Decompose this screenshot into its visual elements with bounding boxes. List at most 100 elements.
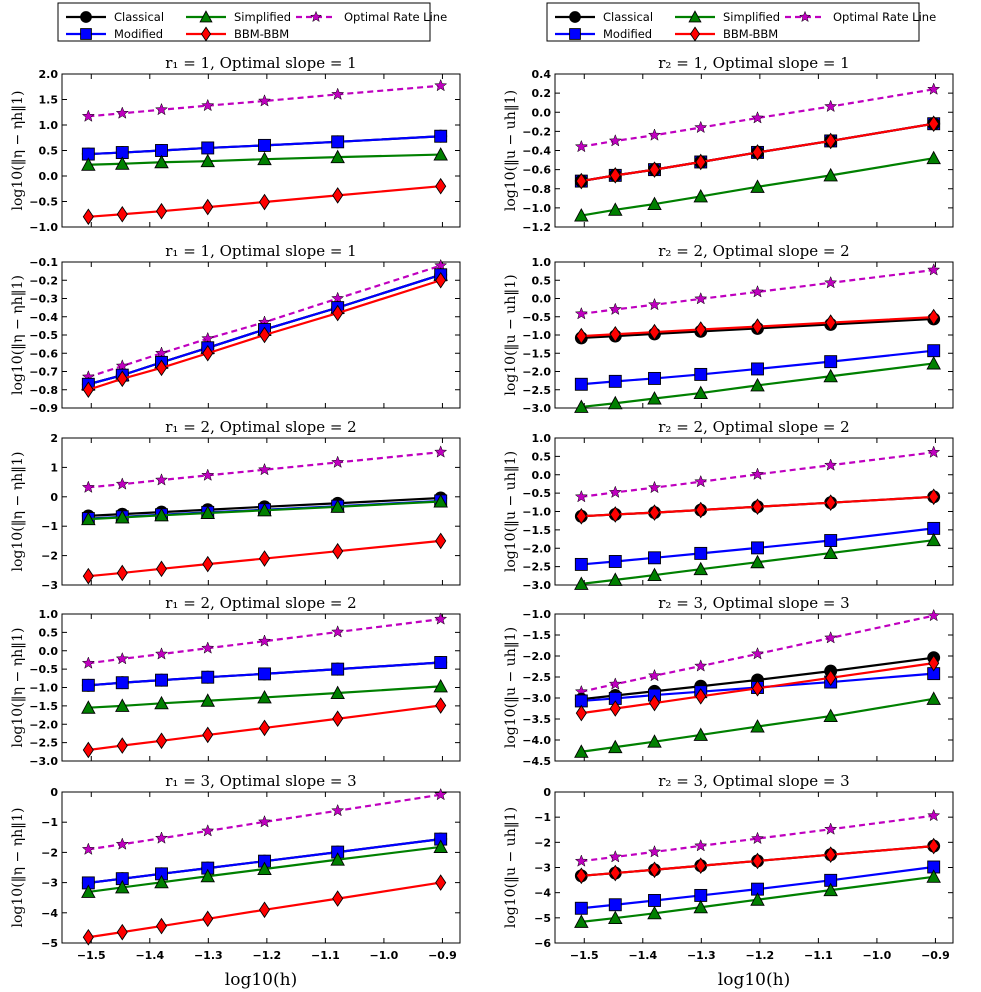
y-tick-label: 0 [50, 786, 58, 799]
data-point [154, 507, 169, 522]
y-axis-label: log10(‖u − uh‖1) [503, 274, 519, 395]
data-point [434, 78, 448, 92]
panel-title: r₂ = 1, Optimal slope = 1 [658, 54, 849, 72]
data-point [608, 485, 622, 498]
data-point [200, 505, 215, 519]
data-point [202, 555, 214, 573]
data-point [750, 831, 765, 845]
y-tick-label: 0 [543, 786, 551, 799]
data-point [823, 545, 838, 560]
data-point [928, 837, 940, 855]
series-simplified [81, 494, 448, 526]
y-tick-label: −0.4 [29, 311, 58, 324]
data-point [202, 344, 214, 362]
series-bbm-bbm [575, 115, 940, 190]
data-point [648, 323, 661, 341]
legend-entry-modified: Modified [66, 27, 163, 41]
y-tick-label: −5 [534, 912, 551, 925]
y-tick-label: −0.6 [522, 164, 551, 177]
legend-label: Simplified [723, 10, 780, 24]
data-point [330, 685, 345, 699]
legend-label: BBM-BBM [234, 27, 289, 41]
data-point [82, 567, 94, 585]
legend-marker [80, 28, 92, 40]
data-point [823, 882, 838, 897]
data-point [750, 111, 765, 124]
legend-frame [546, 2, 920, 42]
data-point [331, 87, 345, 100]
data-point [608, 134, 622, 147]
chart-panel: −3.0 −2.5 −2.0 −1.5 −1.0 −0.5 0.0 0.5 1.0 r₂ = 2,… [503, 242, 954, 415]
x-tick-label: −1.4 [628, 949, 657, 962]
y-tick-label: −0.4 [522, 145, 551, 158]
data-point [927, 344, 941, 358]
y-tick-label: 1.5 [39, 94, 59, 107]
y-tick-label: −1.0 [522, 329, 551, 342]
data-point [201, 824, 215, 837]
data-point [824, 275, 838, 289]
data-point [751, 144, 764, 161]
legend-label: Optimal Rate Line [344, 10, 447, 24]
y-tick-label: 0.4 [532, 68, 552, 81]
data-point [81, 842, 95, 855]
data-point [154, 102, 169, 116]
data-point [648, 861, 661, 879]
data-point [825, 846, 837, 863]
legend-marker [199, 10, 213, 23]
panel-title: r₁ = 1, Optimal slope = 1 [165, 242, 356, 260]
data-point [115, 477, 129, 490]
y-tick-label: −2 [41, 550, 58, 563]
data-point [574, 901, 588, 915]
data-point [332, 542, 344, 560]
data-point [574, 399, 589, 413]
data-point [574, 377, 588, 391]
data-point [927, 521, 941, 535]
data-point [608, 395, 623, 410]
data-point [257, 634, 272, 647]
series-simplified [574, 691, 941, 758]
data-point [824, 99, 838, 113]
series-bbm-bbm [82, 271, 447, 399]
chart-panel: −0.9 −0.8 −0.7 −0.6 −0.5 −0.4 −0.3 −0.2 −0.1 r₁ =… [10, 242, 461, 415]
data-point [648, 894, 661, 907]
data-point [751, 362, 764, 376]
data-point [823, 368, 838, 383]
y-axis-label: log10(‖u − uh‖1) [503, 451, 519, 572]
data-point [116, 564, 128, 582]
data-point [608, 555, 622, 568]
x-tick-label: −1.0 [370, 949, 399, 962]
legend-entry-simplified: Simplified [675, 10, 780, 24]
data-point [750, 719, 765, 733]
legend-label: Optimal Rate Line [833, 10, 936, 24]
legend-marker [80, 11, 92, 23]
y-tick-label: −2.0 [522, 542, 551, 555]
data-point [201, 468, 215, 481]
legend-marker [799, 10, 811, 23]
data-point [647, 905, 662, 920]
chart-panel: −3.0 −2.5 −2.0 −1.5 −1.0 −0.5 0.0 0.5 1.0 r₁ = 2,… [10, 594, 461, 768]
data-point [609, 506, 621, 523]
data-point [825, 669, 837, 687]
data-point [574, 914, 589, 928]
data-point [258, 719, 271, 737]
data-point [750, 467, 765, 480]
data-point [575, 507, 587, 525]
data-point [200, 868, 215, 883]
data-point [331, 662, 345, 676]
data-point [647, 391, 662, 405]
x-axis-label: log10(h) [718, 970, 790, 990]
data-point [608, 739, 623, 754]
data-point [825, 494, 837, 511]
data-point [825, 314, 837, 331]
data-point [927, 82, 941, 95]
y-tick-label: 1.0 [532, 256, 552, 269]
data-point [575, 704, 587, 722]
y-tick-label: 1 [50, 461, 58, 474]
data-point [693, 385, 708, 400]
data-point [693, 188, 708, 203]
y-tick-label: 0.0 [532, 106, 552, 119]
data-point [694, 367, 708, 381]
y-tick-label: −2.5 [522, 561, 551, 574]
legend-entry-classical: Classical [66, 10, 164, 24]
y-tick-label: 0.0 [39, 170, 59, 183]
